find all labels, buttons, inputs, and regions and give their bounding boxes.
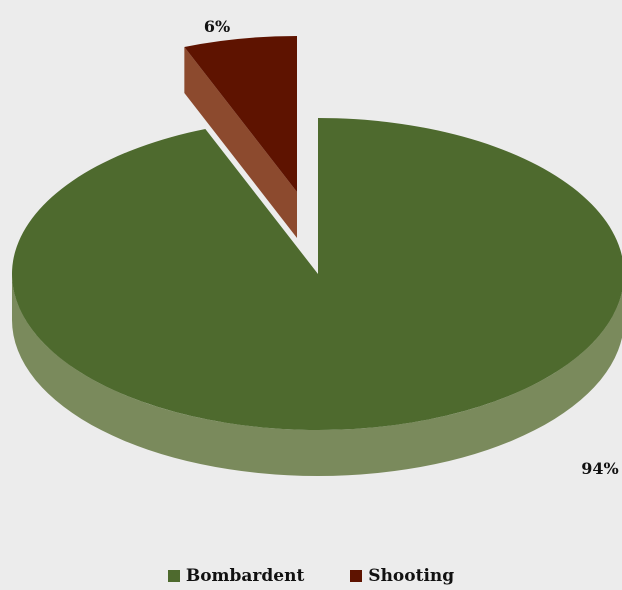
legend-swatch-bombardent <box>167 570 180 582</box>
pie-slice-bombardent <box>12 118 622 430</box>
data-label-bombardent: 94% <box>581 459 618 478</box>
data-label-shooting: 6% <box>204 17 230 36</box>
legend-item-shooting: Shooting <box>350 566 454 586</box>
legend: Bombardent Shooting <box>0 566 622 586</box>
legend-label-bombardent: Bombardent <box>185 566 305 586</box>
legend-swatch-shooting <box>350 570 363 582</box>
legend-label-shooting: Shooting <box>368 566 455 586</box>
pie-side-shooting-cut <box>184 46 297 239</box>
legend-item-bombardent: Bombardent <box>167 566 305 586</box>
pie-side-bombardent <box>12 274 622 476</box>
pie-chart: 6% 94% <box>12 17 622 478</box>
pie-slice-shooting <box>184 36 297 192</box>
